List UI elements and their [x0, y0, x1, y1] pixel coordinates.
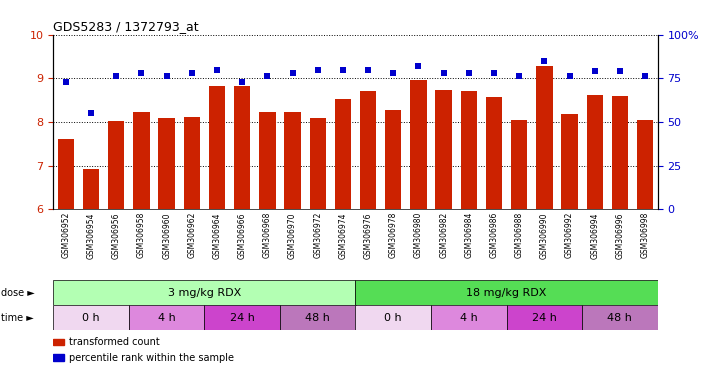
Bar — [53, 305, 129, 330]
Point — [488, 70, 500, 76]
Point — [513, 73, 525, 79]
Text: GSM306998: GSM306998 — [641, 212, 650, 258]
Point — [413, 63, 424, 69]
Text: 24 h: 24 h — [532, 313, 557, 323]
Text: GSM306966: GSM306966 — [237, 212, 247, 258]
Bar — [536, 66, 552, 209]
Bar — [356, 305, 431, 330]
Bar — [506, 305, 582, 330]
Text: GSM306972: GSM306972 — [314, 212, 322, 258]
Text: GSM306974: GSM306974 — [338, 212, 348, 258]
Text: dose ►: dose ► — [1, 288, 35, 298]
Bar — [461, 91, 477, 209]
Bar — [53, 339, 64, 346]
Bar — [335, 99, 351, 209]
Text: GSM306992: GSM306992 — [565, 212, 574, 258]
Point — [161, 73, 172, 79]
Point — [614, 68, 626, 74]
Bar — [284, 112, 301, 209]
Point — [564, 73, 575, 79]
Point — [539, 58, 550, 64]
Bar — [562, 114, 578, 209]
Bar — [53, 354, 64, 361]
Bar — [385, 110, 402, 209]
Point — [211, 66, 223, 73]
Text: GSM306954: GSM306954 — [87, 212, 95, 258]
Point — [337, 66, 348, 73]
Point — [639, 73, 651, 79]
Text: 0 h: 0 h — [82, 313, 100, 323]
Bar — [587, 95, 603, 209]
Point — [438, 70, 449, 76]
Bar — [58, 139, 74, 209]
Text: GSM306976: GSM306976 — [363, 212, 373, 258]
Text: percentile rank within the sample: percentile rank within the sample — [69, 353, 234, 362]
Bar — [410, 79, 427, 209]
Text: time ►: time ► — [1, 313, 34, 323]
Point — [186, 70, 198, 76]
Point — [60, 79, 72, 85]
Point — [363, 66, 374, 73]
Text: GSM306986: GSM306986 — [489, 212, 498, 258]
Text: GDS5283 / 1372793_at: GDS5283 / 1372793_at — [53, 20, 199, 33]
Text: 18 mg/kg RDX: 18 mg/kg RDX — [466, 288, 547, 298]
Point — [136, 70, 147, 76]
Bar — [159, 118, 175, 209]
Text: GSM306970: GSM306970 — [288, 212, 297, 258]
Bar — [209, 86, 225, 209]
Bar — [435, 91, 451, 209]
Text: transformed count: transformed count — [69, 338, 160, 348]
Point — [463, 70, 474, 76]
Point — [111, 73, 122, 79]
Text: GSM306988: GSM306988 — [515, 212, 524, 258]
Text: GSM306984: GSM306984 — [464, 212, 474, 258]
Text: GSM306990: GSM306990 — [540, 212, 549, 258]
Bar — [356, 280, 658, 305]
Text: GSM306978: GSM306978 — [389, 212, 397, 258]
Bar — [234, 86, 250, 209]
Text: 48 h: 48 h — [305, 313, 330, 323]
Bar — [611, 96, 628, 209]
Text: 48 h: 48 h — [607, 313, 632, 323]
Text: 0 h: 0 h — [385, 313, 402, 323]
Bar — [183, 117, 200, 209]
Text: GSM306958: GSM306958 — [137, 212, 146, 258]
Bar — [582, 305, 658, 330]
Bar — [205, 305, 280, 330]
Text: GSM306982: GSM306982 — [439, 212, 448, 258]
Bar — [53, 280, 356, 305]
Text: GSM306996: GSM306996 — [616, 212, 624, 258]
Text: 3 mg/kg RDX: 3 mg/kg RDX — [168, 288, 241, 298]
Bar — [309, 118, 326, 209]
Point — [287, 70, 298, 76]
Bar — [486, 97, 502, 209]
Point — [237, 79, 248, 85]
Bar — [260, 112, 276, 209]
Text: GSM306968: GSM306968 — [263, 212, 272, 258]
Point — [85, 110, 97, 116]
Bar — [431, 305, 506, 330]
Point — [262, 73, 273, 79]
Point — [312, 66, 324, 73]
Text: 4 h: 4 h — [460, 313, 478, 323]
Text: GSM306980: GSM306980 — [414, 212, 423, 258]
Text: GSM306962: GSM306962 — [187, 212, 196, 258]
Text: GSM306994: GSM306994 — [590, 212, 599, 258]
Text: GSM306952: GSM306952 — [61, 212, 70, 258]
Bar — [108, 121, 124, 209]
Bar — [129, 305, 205, 330]
Text: GSM306956: GSM306956 — [112, 212, 121, 258]
Bar — [511, 120, 528, 209]
Bar — [360, 91, 376, 209]
Bar — [637, 120, 653, 209]
Text: 4 h: 4 h — [158, 313, 176, 323]
Text: 24 h: 24 h — [230, 313, 255, 323]
Text: GSM306960: GSM306960 — [162, 212, 171, 258]
Text: GSM306964: GSM306964 — [213, 212, 222, 258]
Point — [589, 68, 600, 74]
Bar — [133, 112, 149, 209]
Bar — [83, 169, 100, 209]
Point — [387, 70, 399, 76]
Bar — [280, 305, 356, 330]
